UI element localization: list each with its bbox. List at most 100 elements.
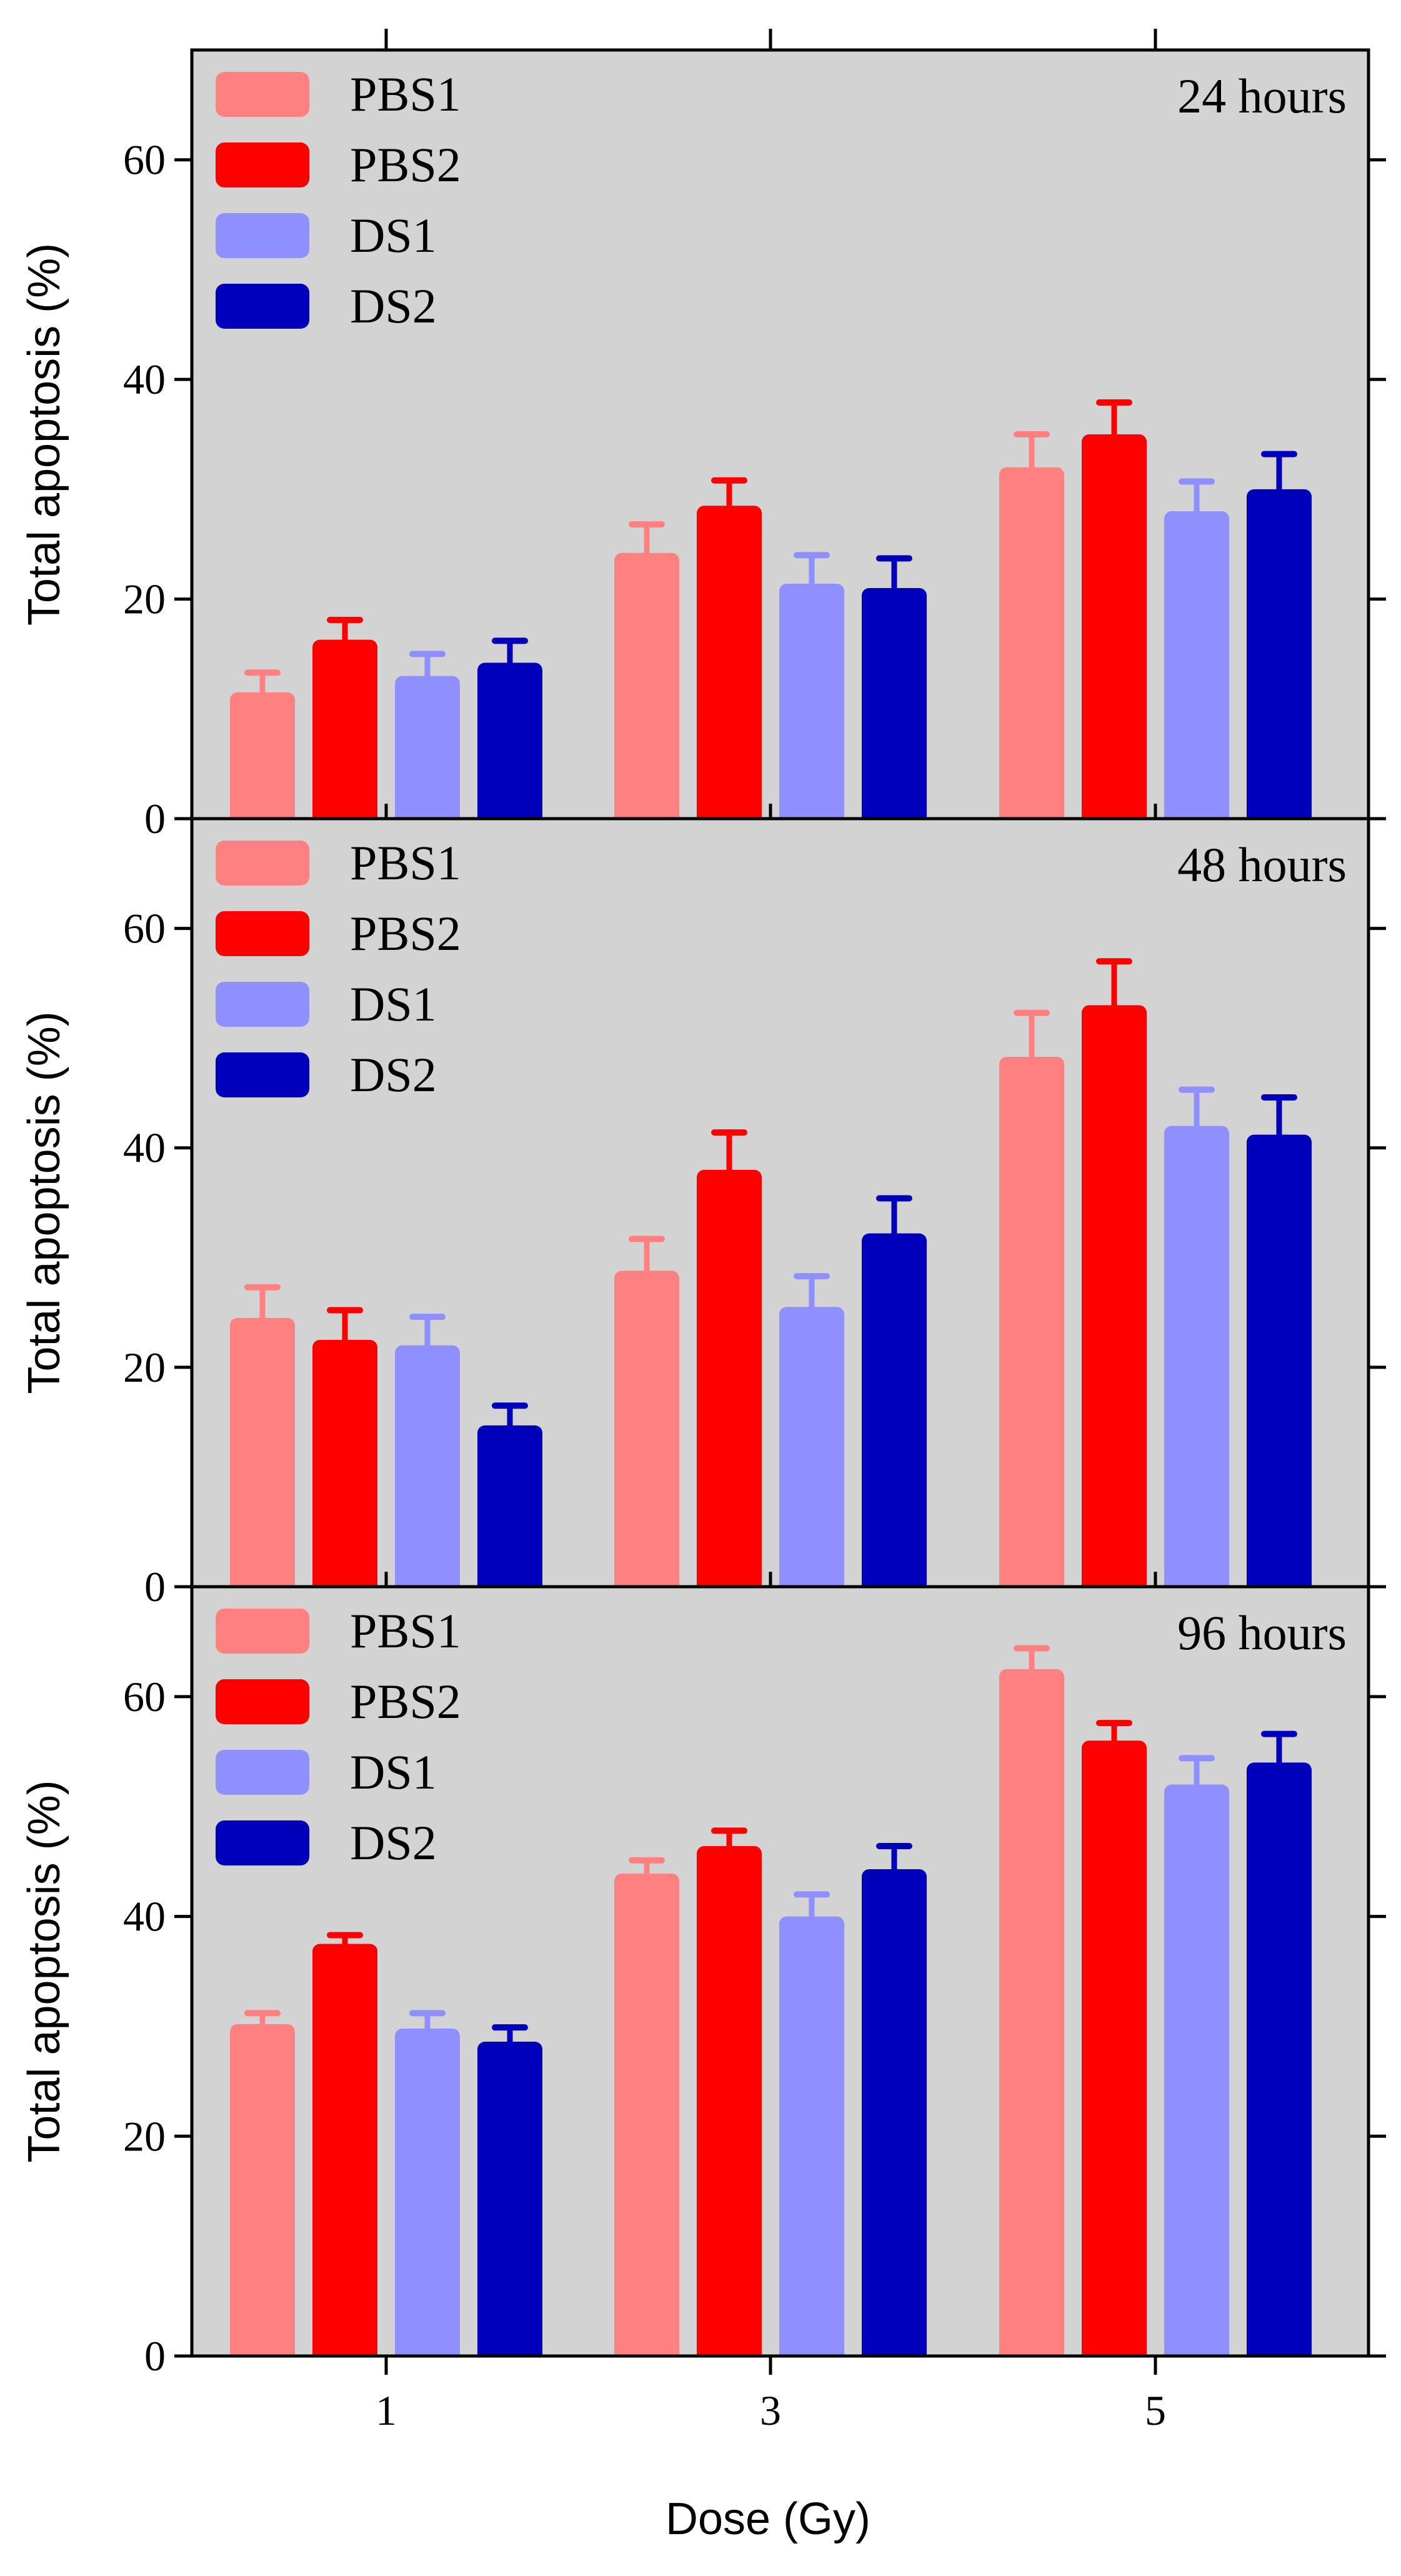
bar-base [477, 806, 542, 819]
bar-base [1247, 806, 1312, 819]
y-tick-label: 60 [123, 136, 166, 184]
bar-ds2 [862, 1869, 927, 2356]
bar-base [312, 806, 377, 819]
legend-label: PBS2 [350, 137, 461, 192]
y-tick-label: 0 [144, 795, 166, 842]
y-tick-label: 60 [123, 905, 166, 952]
bar-ds2 [477, 662, 542, 819]
legend-label: PBS1 [350, 67, 461, 121]
bar-base [862, 2344, 927, 2356]
bar-base [477, 2344, 542, 2356]
bar-base [1082, 1574, 1147, 1587]
legend-swatch [216, 982, 309, 1027]
bar-base [697, 806, 762, 819]
panel-2: 0 20 40 60 Total apoptosis (%) 48 hours PBS1 PB… [19, 817, 1386, 1610]
bar-ds1 [395, 676, 460, 819]
bar-ds1 [1164, 1126, 1229, 1587]
bar-base [779, 2344, 844, 2356]
bar-base [779, 806, 844, 819]
legend-swatch [216, 911, 309, 956]
bar-ds1 [779, 1307, 844, 1587]
y-tick-label: 60 [123, 1673, 166, 1720]
legend-swatch [216, 142, 309, 187]
bar-pbs2 [312, 1339, 377, 1587]
bar-base [1164, 806, 1229, 819]
legend-swatch [216, 213, 309, 258]
bar-ds1 [1164, 511, 1229, 819]
bar-pbs1 [999, 1669, 1064, 2356]
bar-base [312, 1574, 377, 1587]
bar-pbs2 [312, 1944, 377, 2356]
legend-label: DS1 [350, 208, 437, 262]
legend-label: PBS1 [350, 1604, 461, 1658]
legend-label: PBS2 [350, 1674, 461, 1729]
bar-base [1082, 806, 1147, 819]
y-axis-title: Total apoptosis (%) [19, 1011, 69, 1394]
bar-base [395, 806, 460, 819]
bar-pbs2 [697, 506, 762, 819]
panel-label: 48 hours [1177, 837, 1347, 892]
y-tick-label: 0 [144, 2332, 166, 2380]
y-tick-label: 20 [123, 1344, 166, 1391]
bar-base [1247, 2344, 1312, 2356]
bar-pbs2 [1082, 434, 1147, 819]
bar-base [614, 2344, 679, 2356]
legend-label: DS2 [350, 1047, 437, 1102]
bar-pbs2 [697, 1846, 762, 2356]
bar-base [999, 806, 1064, 819]
bar-ds2 [1247, 1762, 1312, 2356]
bar-pbs1 [999, 467, 1064, 819]
bar-pbs1 [614, 1271, 679, 1587]
panel-1: 0 20 40 60 Total apoptosis (%) 24 hours PBS1 PB… [19, 29, 1386, 842]
bar-pbs1 [230, 1317, 295, 1587]
bar-ds2 [1247, 489, 1312, 819]
bar-base [1247, 1574, 1312, 1587]
x-tick-label: 5 [1145, 2387, 1166, 2434]
bar-base [999, 1574, 1064, 1587]
bar-ds2 [862, 588, 927, 819]
legend-swatch [216, 1052, 309, 1097]
legend-swatch [216, 72, 309, 117]
bar-base [779, 1574, 844, 1587]
plot-frame [190, 1585, 1370, 2358]
bar-base [395, 2344, 460, 2356]
bar-ds1 [395, 2028, 460, 2356]
legend-swatch [216, 841, 309, 886]
bar-base [1164, 1574, 1229, 1587]
bar-base [230, 1574, 295, 1587]
bar-base [862, 1574, 927, 1587]
bar-ds2 [862, 1233, 927, 1587]
bar-base [312, 2344, 377, 2356]
x-tick-label: 1 [376, 2387, 397, 2434]
bar-base [614, 1574, 679, 1587]
bar-pbs1 [614, 1873, 679, 2356]
bar-pbs1 [230, 692, 295, 819]
y-tick-label: 0 [144, 1563, 166, 1610]
y-tick-label: 20 [123, 2112, 166, 2160]
bar-base [614, 806, 679, 819]
y-axis-title: Total apoptosis (%) [19, 1780, 69, 2162]
panel-3: 0 20 40 60 1 3 5 Total apoptosis (%) 96 hours PBS… [19, 1585, 1386, 2434]
legend-label: PBS1 [350, 836, 461, 890]
legend-label: DS1 [350, 977, 437, 1031]
bar-base [477, 1574, 542, 1587]
legend-swatch [216, 1609, 309, 1654]
bar-ds1 [779, 1916, 844, 2356]
legend-swatch [216, 284, 309, 329]
bar-base [395, 1574, 460, 1587]
y-tick-label: 40 [123, 356, 166, 403]
bar-pbs2 [312, 639, 377, 819]
y-axis-title: Total apoptosis (%) [19, 243, 69, 626]
bar-ds1 [1164, 1784, 1229, 2356]
legend-label: DS1 [350, 1745, 437, 1799]
bar-ds2 [477, 1425, 542, 1587]
legend-swatch [216, 1679, 309, 1724]
legend-label: DS2 [350, 1815, 437, 1870]
bar-ds1 [395, 1345, 460, 1587]
panel-label: 24 hours [1177, 69, 1347, 123]
panel-label: 96 hours [1177, 1605, 1347, 1660]
y-tick-label: 40 [123, 1124, 166, 1172]
bar-pbs1 [999, 1056, 1064, 1587]
legend-swatch [216, 1820, 309, 1865]
